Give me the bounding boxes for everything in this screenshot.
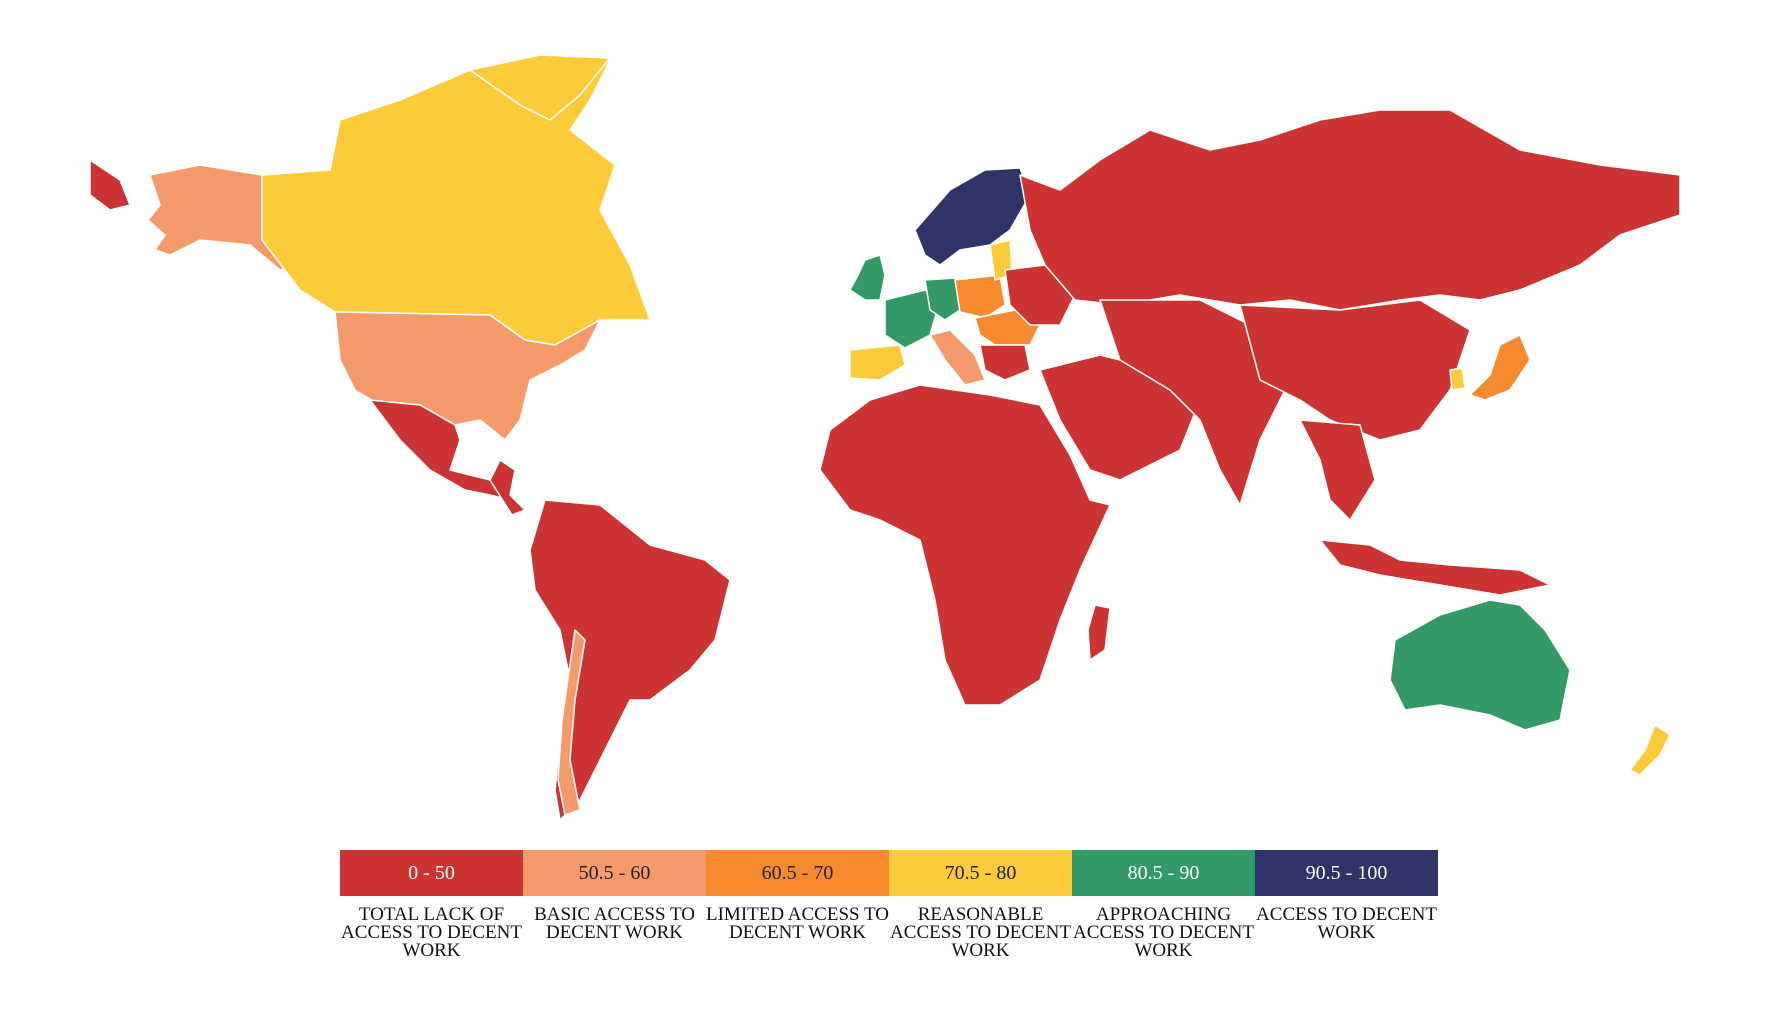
- region-madagascar[interactable]: [1087, 604, 1111, 661]
- legend-label-2: LIMITED ACCESS TO DECENT WORK: [706, 904, 889, 943]
- legend-swatches: 0 - 50 50.5 - 60 60.5 - 70 70.5 - 80 80.5 - …: [340, 850, 1438, 896]
- region-russia[interactable]: [1019, 109, 1681, 311]
- legend-label-0: TOTAL LACK OF ACCESS TO DECENT WORK: [341, 904, 522, 961]
- region-scandinavia[interactable]: [914, 167, 1031, 266]
- region-iberia[interactable]: [849, 344, 906, 381]
- legend-label-4: APPROACHING ACCESS TO DECENT WORK: [1073, 904, 1254, 961]
- legend-label-5: ACCESS TO DECENT WORK: [1256, 904, 1437, 943]
- region-balkans[interactable]: [979, 344, 1031, 381]
- region-indonesia-png[interactable]: [1319, 539, 1551, 596]
- legend-swatch-2: 60.5 - 70: [706, 850, 889, 896]
- region-africa[interactable]: [819, 384, 1111, 706]
- region-central-america[interactable]: [489, 459, 526, 516]
- region-italy[interactable]: [929, 329, 986, 386]
- region-canada[interactable]: [261, 54, 651, 346]
- legend-swatch-5: 90.5 - 100: [1255, 850, 1438, 896]
- region-china-east-asia[interactable]: [1239, 299, 1471, 441]
- region-greenland[interactable]: [469, 54, 611, 121]
- region-south-america[interactable]: [529, 499, 731, 821]
- region-chile[interactable]: [557, 629, 586, 816]
- legend-swatch-3: 70.5 - 80: [889, 850, 1072, 896]
- legend-label-3: REASONABLE ACCESS TO DECENT WORK: [890, 904, 1071, 961]
- region-poland-czech[interactable]: [954, 274, 1006, 319]
- region-southeast-asia[interactable]: [1299, 419, 1376, 521]
- region-central-south-asia[interactable]: [1099, 299, 1301, 506]
- legend: 0 - 50 50.5 - 60 60.5 - 70 70.5 - 80 80.5 - …: [340, 850, 1438, 970]
- region-new-zealand[interactable]: [1629, 724, 1671, 776]
- legend-swatch-0: 0 - 50: [340, 850, 523, 896]
- region-australia[interactable]: [1389, 599, 1571, 731]
- legend-swatch-4: 80.5 - 90: [1072, 850, 1255, 896]
- legend-swatch-1: 50.5 - 60: [523, 850, 706, 896]
- region-uk-ireland[interactable]: [849, 254, 886, 301]
- legend-labels: TOTAL LACK OF ACCESS TO DECENT WORK BASIC…: [340, 896, 1438, 960]
- legend-label-1: BASIC ACCESS TO DECENT WORK: [534, 904, 695, 943]
- region-japan[interactable]: [1469, 334, 1531, 401]
- region-germany[interactable]: [924, 277, 961, 321]
- world-map: [89, 54, 1681, 821]
- region-korea[interactable]: [1449, 367, 1466, 391]
- region-chukotka[interactable]: [89, 159, 131, 211]
